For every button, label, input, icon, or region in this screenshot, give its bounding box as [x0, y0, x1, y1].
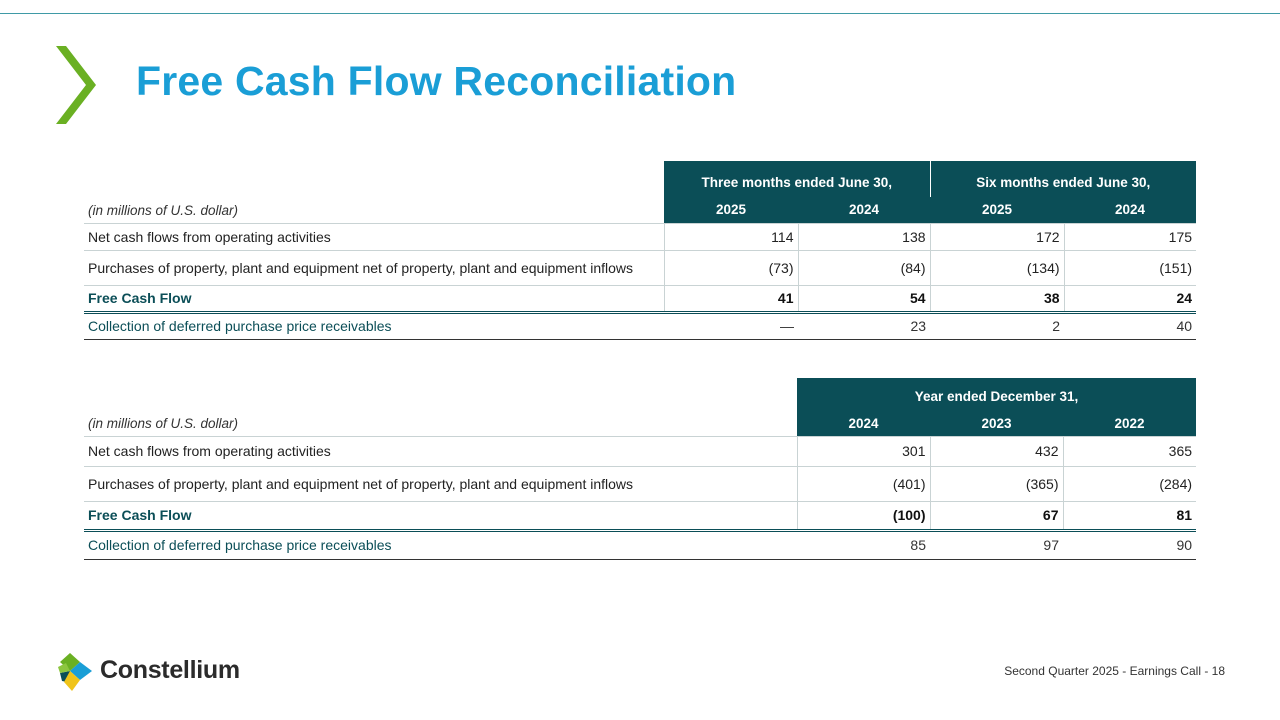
row-label: Net cash flows from operating activities — [84, 435, 797, 467]
row-label: Net cash flows from operating activities — [84, 222, 664, 251]
year-header: 2025 — [930, 197, 1065, 223]
unit-label: (in millions of U.S. dollar) — [88, 415, 239, 431]
year-header: 2024 — [798, 197, 931, 223]
table-row: Collection of deferred purchase price re… — [84, 530, 1197, 560]
row-label: Purchases of property, plant and equipme… — [84, 250, 664, 286]
row-label: Collection of deferred purchase price re… — [84, 530, 797, 560]
table-row: Purchases of property, plant and equipme… — [84, 250, 1197, 286]
table-row: Purchases of property, plant and equipme… — [84, 466, 1197, 502]
year-header: 2024 — [797, 411, 930, 436]
cell-value: (134) — [929, 250, 1065, 286]
cell-value: 41 — [663, 284, 798, 314]
cell-value: 97 — [930, 530, 1063, 560]
cell-value: 90 — [1063, 530, 1197, 560]
cell-value: 54 — [797, 284, 931, 314]
cell-value: 38 — [929, 284, 1065, 314]
row-label: Free Cash Flow — [84, 284, 664, 314]
unit-spacer — [84, 161, 664, 197]
year-header: 2025 — [664, 197, 798, 223]
footer-caption: Second Quarter 2025 - Earnings Call - 18 — [1004, 664, 1225, 678]
unit-label: (in millions of U.S. dollar) — [88, 202, 239, 218]
cell-value: 24 — [1063, 284, 1197, 314]
header-year-ended: Year ended December 31, — [797, 378, 1197, 411]
annual-cash-flow-table: Year ended December 31, (in millions of … — [84, 378, 1197, 560]
cell-value: (84) — [797, 250, 931, 286]
cell-value: 301 — [796, 435, 930, 467]
table-row: Net cash flows from operating activities… — [84, 222, 1197, 251]
row-label: Purchases of property, plant and equipme… — [84, 466, 797, 502]
cell-value: (100) — [796, 500, 930, 532]
cell-value: 23 — [798, 312, 931, 340]
row-label: Free Cash Flow — [84, 500, 797, 532]
chevron-icon — [56, 46, 96, 124]
cell-value: 175 — [1063, 222, 1197, 251]
cell-value: 172 — [929, 222, 1065, 251]
row-label: Collection of deferred purchase price re… — [84, 312, 664, 340]
year-header: 2024 — [1064, 197, 1197, 223]
cell-value: 85 — [797, 530, 930, 560]
cell-value: 81 — [1062, 500, 1197, 532]
free-cash-flow-row: Free Cash Flow (100) 67 81 — [84, 500, 1197, 532]
year-header: 2022 — [1063, 411, 1197, 436]
cell-value: (284) — [1062, 466, 1197, 502]
cell-value: (365) — [929, 466, 1063, 502]
cell-value: (73) — [663, 250, 798, 286]
top-rule — [0, 13, 1280, 14]
cell-value: 40 — [1064, 312, 1197, 340]
header-six-months: Six months ended June 30, — [929, 161, 1197, 197]
header-three-months: Three months ended June 30, — [664, 161, 931, 197]
cell-value: (151) — [1063, 250, 1197, 286]
cell-value: (401) — [796, 466, 930, 502]
brand-name: Constellium — [100, 656, 240, 684]
cell-value: 138 — [797, 222, 931, 251]
cell-value: 2 — [930, 312, 1065, 340]
page-title: Free Cash Flow Reconciliation — [136, 58, 737, 104]
quarterly-cash-flow-table: Three months ended June 30, Six months e… — [84, 161, 1197, 340]
cell-value: 432 — [929, 435, 1063, 467]
cell-value: 67 — [929, 500, 1063, 532]
unit-spacer — [84, 378, 797, 411]
cell-value: 114 — [663, 222, 798, 251]
constellium-logo-icon — [58, 653, 92, 691]
table-row: Net cash flows from operating activities… — [84, 435, 1197, 467]
cell-value: 365 — [1062, 435, 1197, 467]
year-header: 2023 — [930, 411, 1063, 436]
table-row: Collection of deferred purchase price re… — [84, 312, 1197, 340]
free-cash-flow-row: Free Cash Flow 41 54 38 24 — [84, 284, 1197, 314]
cell-value: — — [664, 312, 798, 340]
